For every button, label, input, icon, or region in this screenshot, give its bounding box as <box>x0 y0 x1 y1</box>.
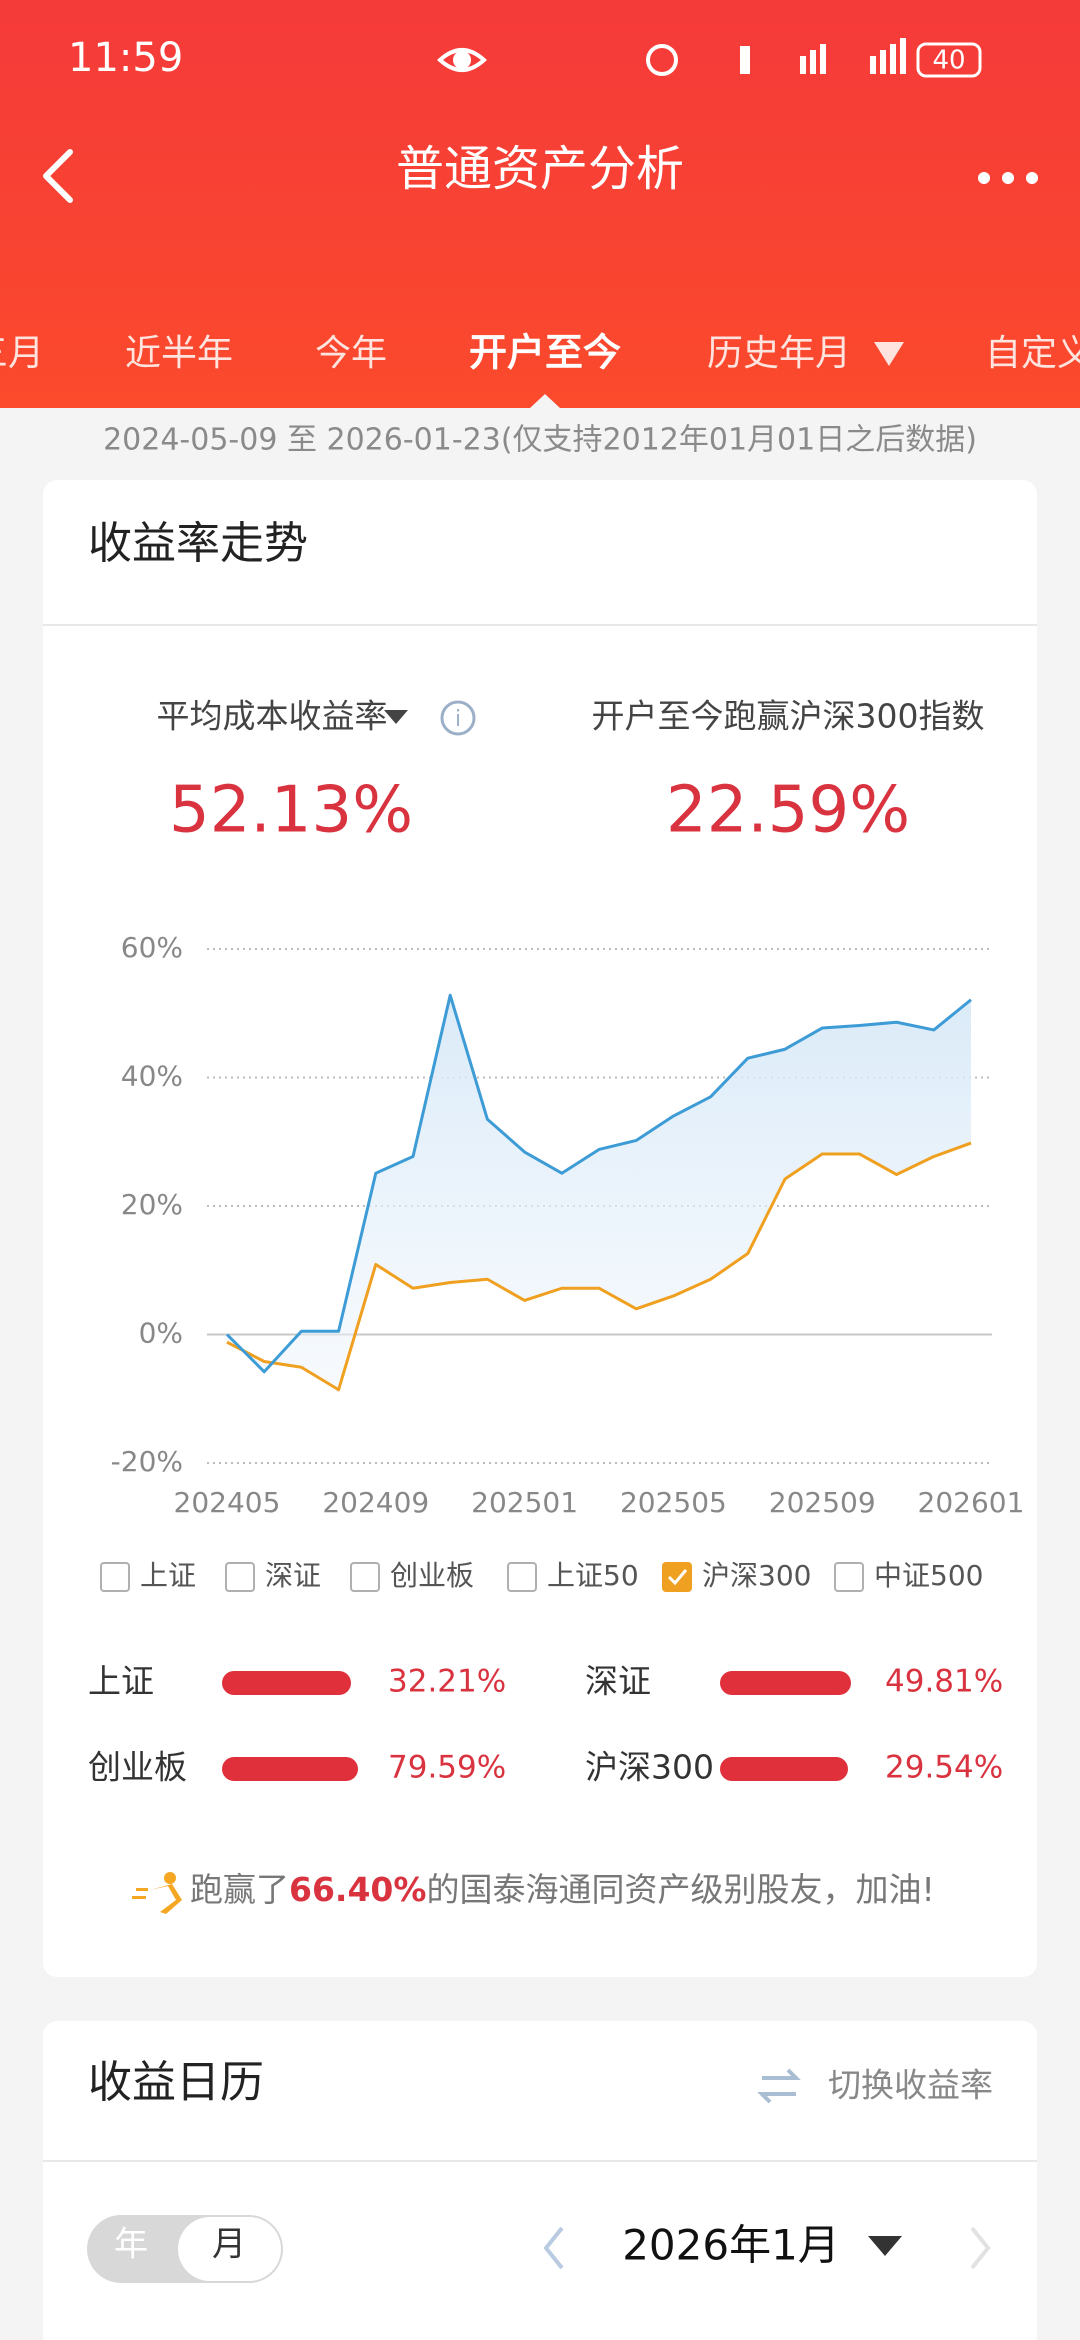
tab[interactable]: 近半年 <box>125 333 233 374</box>
compare-bar <box>222 1757 358 1781</box>
legend-label[interactable]: 中证500 <box>874 1559 983 1592</box>
x-tick-label: 202601 <box>918 1486 1025 1519</box>
check-mark <box>667 1569 688 1586</box>
compare-label: 深证 <box>585 1662 651 1701</box>
y-tick-label: -20% <box>111 1445 183 1478</box>
legend-checkbox[interactable] <box>100 1562 130 1592</box>
beat-prefix: 跑赢了 <box>190 1870 289 1909</box>
card-title: 收益日历 <box>88 2057 264 2108</box>
metric-value: 52.13% <box>169 774 413 848</box>
switch-button[interactable]: 切换收益率 <box>828 2066 993 2105</box>
toggle-knob <box>178 2217 281 2281</box>
compare-label: 创业板 <box>88 1748 187 1787</box>
legend-label[interactable]: 上证 <box>140 1559 196 1592</box>
toggle-option[interactable]: 月 <box>212 2225 246 2265</box>
toggle-option[interactable]: 年 <box>114 2225 148 2265</box>
legend-checkbox[interactable] <box>225 1562 255 1592</box>
calendar-card <box>43 2021 1037 2340</box>
beat-text: 跑赢了66.40%的国泰海通同资产级别股友，加油! <box>190 1870 935 1909</box>
compare-bar <box>222 1671 351 1695</box>
tab-active[interactable]: 开户至今 <box>469 331 621 375</box>
back-button[interactable] <box>43 149 73 203</box>
page-title: 普通资产分析 <box>396 141 684 197</box>
y-tick-label: 0% <box>139 1317 183 1350</box>
x-tick-label: 202405 <box>174 1486 281 1519</box>
info-icon[interactable]: i <box>440 700 476 736</box>
tab-indicator <box>530 394 560 408</box>
compare-value: 79.59% <box>388 1750 506 1786</box>
legend-checkbox[interactable] <box>350 1562 380 1592</box>
compare-value: 29.54% <box>885 1750 1003 1786</box>
status-time: 11:59 <box>68 35 183 81</box>
date-range: 2024-05-09 至 2026-01-23(仅支持2012年01月01日之后… <box>103 423 977 458</box>
runner-icon <box>132 1872 182 1914</box>
beat-value: 66.40% <box>289 1870 426 1909</box>
legend-checkbox[interactable] <box>662 1562 692 1592</box>
y-tick-label: 40% <box>121 1060 183 1093</box>
legend-checkbox[interactable] <box>507 1562 537 1592</box>
battery <box>916 42 982 78</box>
status-icons <box>646 38 906 76</box>
series-line <box>226 1141 972 1392</box>
metric-value: 22.59% <box>666 774 910 848</box>
compare-label: 沪深300 <box>585 1748 714 1787</box>
x-tick-label: 202509 <box>769 1486 876 1519</box>
compare-label: 上证 <box>88 1662 154 1701</box>
area-fill <box>227 995 971 1390</box>
next-button[interactable] <box>970 2226 991 2270</box>
prev-button[interactable] <box>543 2226 564 2270</box>
period: 2026年1月 <box>622 2221 840 2270</box>
compare-value: 49.81% <box>885 1664 1003 1700</box>
legend-label[interactable]: 深证 <box>265 1559 321 1592</box>
x-tick-label: 202501 <box>471 1486 578 1519</box>
legend-label[interactable]: 创业板 <box>390 1559 474 1592</box>
card-title: 收益率走势 <box>88 518 308 569</box>
dropdown-arrow[interactable] <box>384 710 408 724</box>
y-tick-label: 60% <box>121 931 183 964</box>
metric-label: 开户至今跑赢沪深300指数 <box>592 697 985 736</box>
compare-bar <box>720 1757 848 1781</box>
svg-text:i: i <box>455 707 461 732</box>
tab[interactable]: 今年 <box>315 333 387 374</box>
battery-level: 40 <box>932 46 965 76</box>
legend-checkbox[interactable] <box>834 1562 864 1592</box>
compare-value: 32.21% <box>388 1664 506 1700</box>
x-tick-label: 202409 <box>322 1486 429 1519</box>
legend-label[interactable]: 沪深300 <box>702 1559 811 1592</box>
switch-icon[interactable] <box>757 2068 801 2104</box>
beat-suffix: 的国泰海通同资产级别股友，加油! <box>426 1870 934 1909</box>
x-tick-label: 202505 <box>620 1486 727 1519</box>
more-button[interactable] <box>978 172 1038 184</box>
compare-bar <box>720 1671 851 1695</box>
metric-label: 平均成本收益率 <box>157 697 388 736</box>
dropdown-arrow <box>874 342 904 366</box>
eye-icon <box>437 48 487 72</box>
period-dropdown[interactable] <box>868 2236 902 2256</box>
series-line <box>225 993 972 1374</box>
legend-label[interactable]: 上证50 <box>547 1559 639 1592</box>
tab[interactable]: 自定义 <box>985 333 1080 374</box>
chart: -20% 0% 20% 40% 60% 202405 202409 202501 202505 2… <box>100 931 1025 1592</box>
y-tick-label: 20% <box>121 1188 183 1221</box>
tab[interactable]: 近三月 <box>0 333 44 374</box>
tab[interactable]: 历史年月 <box>707 333 851 374</box>
